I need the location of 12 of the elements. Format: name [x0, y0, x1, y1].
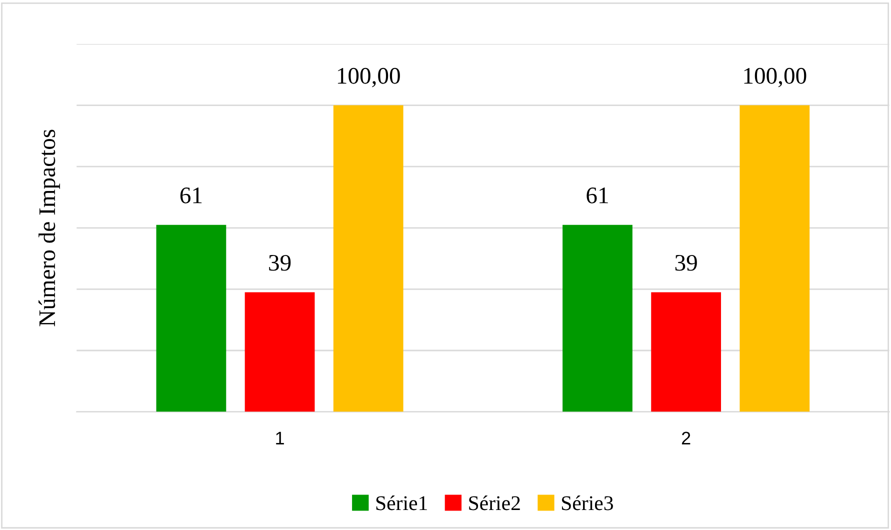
x-tick-label: 1 [276, 432, 284, 444]
legend-label: Série1 [376, 496, 427, 510]
legend-label: Série2 [469, 496, 520, 510]
y-axis-title: Número de Impactos [38, 130, 60, 326]
data-label: 61 [180, 188, 202, 204]
data-label: 100,00 [338, 68, 400, 88]
data-label: 100,00 [744, 68, 806, 88]
data-label: 39 [269, 254, 291, 271]
legend-label: Série3 [562, 496, 613, 510]
x-tick-label: 2 [682, 432, 690, 444]
data-label: 39 [675, 254, 697, 271]
data-label: 61 [586, 188, 608, 204]
